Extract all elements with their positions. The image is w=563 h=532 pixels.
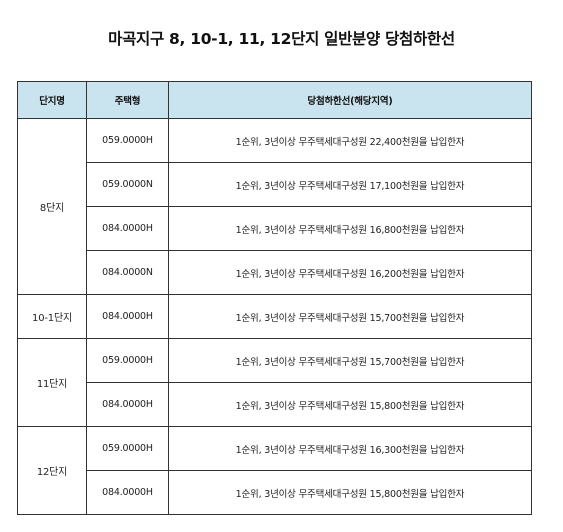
table-row: 12단지 059.0000H 1순위, 3년이상 무주택세대구성원 16,300… <box>17 426 532 515</box>
table-row: 11단지 059.0000H 1순위, 3년이상 무주택세대구성원 15,700… <box>17 338 532 427</box>
table-header-row: 단지명 주택형 당첨하한선(해당지역) <box>17 81 532 119</box>
page-title: 마곡지구 8, 10-1, 11, 12단지 일반분양 당첨하한선 <box>108 30 455 48</box>
housing-type-cell: 059.0000H <box>86 118 169 163</box>
complex-name-cell: 8단지 <box>17 118 87 295</box>
housing-type-cell: 084.0000H <box>86 294 169 339</box>
table-row: 8단지 059.0000H 1순위, 3년이상 무주택세대구성원 22,400천… <box>17 118 532 295</box>
cutoff-cell: 1순위, 3년이상 무주택세대구성원 16,200천원을 납입한자 <box>168 250 532 295</box>
cutoff-cell: 1순위, 3년이상 무주택세대구성원 17,100천원을 납입한자 <box>168 162 532 207</box>
table-row: 084.0000H 1순위, 3년이상 무주택세대구성원 16,800천원을 납… <box>18 206 532 251</box>
table-row: 084.0000N 1순위, 3년이상 무주택세대구성원 16,200천원을 납… <box>18 250 532 295</box>
table-row: 084.0000H 1순위, 3년이상 무주택세대구성원 15,800천원을 납… <box>18 382 532 427</box>
complex-name-cell: 10-1단지 <box>17 294 87 339</box>
table-row: 10-1단지 084.0000H 1순위, 3년이상 무주택세대구성원 15,7… <box>17 294 532 339</box>
cutoff-cell: 1순위, 3년이상 무주택세대구성원 15,800천원을 납입한자 <box>168 382 532 427</box>
cutoff-cell: 1순위, 3년이상 무주택세대구성원 15,700천원을 납입한자 <box>168 338 532 383</box>
housing-type-cell: 084.0000N <box>86 250 169 295</box>
cutoff-cell: 1순위, 3년이상 무주택세대구성원 15,700천원을 납입한자 <box>168 294 532 339</box>
complex-name-cell: 12단지 <box>17 426 87 515</box>
housing-type-cell: 084.0000H <box>86 206 169 251</box>
housing-type-cell: 059.0000H <box>86 338 169 383</box>
cutoff-cell: 1순위, 3년이상 무주택세대구성원 15,800천원을 납입한자 <box>168 470 532 515</box>
header-housing-type: 주택형 <box>86 81 169 119</box>
header-cutoff: 당첨하한선(해당지역) <box>168 81 532 119</box>
complex-name-cell: 11단지 <box>17 338 87 427</box>
cutoff-table: 단지명 주택형 당첨하한선(해당지역) 8단지 059.0000H 1순위, 3… <box>17 81 532 515</box>
cutoff-cell: 1순위, 3년이상 무주택세대구성원 22,400천원을 납입한자 <box>168 118 532 163</box>
housing-type-cell: 084.0000H <box>86 382 169 427</box>
housing-type-cell: 084.0000H <box>86 470 169 515</box>
housing-type-cell: 059.0000N <box>86 162 169 207</box>
housing-type-cell: 059.0000H <box>86 426 169 471</box>
cutoff-cell: 1순위, 3년이상 무주택세대구성원 16,300천원을 납입한자 <box>168 426 532 471</box>
header-complex: 단지명 <box>17 81 87 119</box>
table-row: 084.0000H 1순위, 3년이상 무주택세대구성원 15,800천원을 납… <box>18 470 532 515</box>
cutoff-cell: 1순위, 3년이상 무주택세대구성원 16,800천원을 납입한자 <box>168 206 532 251</box>
table-row: 059.0000N 1순위, 3년이상 무주택세대구성원 17,100천원을 납… <box>18 162 532 207</box>
